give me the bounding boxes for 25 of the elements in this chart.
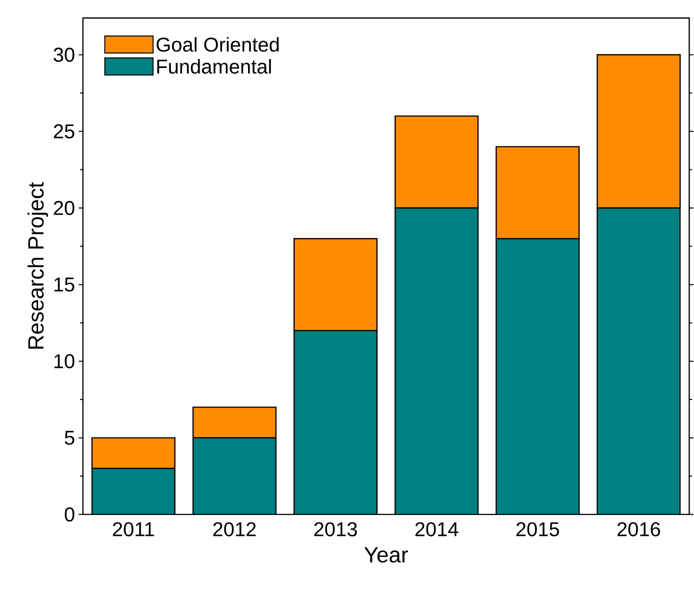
x-tick-label: 2012 bbox=[213, 522, 256, 536]
y-tick-label: 15 bbox=[54, 277, 74, 292]
x-tick-label: 2013 bbox=[314, 522, 357, 536]
y-tick-label: 30 bbox=[54, 48, 74, 62]
y-tick-label: 5 bbox=[64, 430, 74, 445]
bar bbox=[496, 238, 580, 514]
x-tick-label: 2016 bbox=[617, 522, 660, 536]
x-tick-label: 2015 bbox=[516, 522, 560, 536]
x-tick-label: 2011 bbox=[112, 522, 154, 536]
y-axis-title: Research Project bbox=[28, 182, 48, 349]
bar bbox=[294, 238, 378, 331]
x-tick-label: 2014 bbox=[415, 522, 458, 536]
bar bbox=[192, 406, 277, 438]
bar bbox=[294, 330, 377, 514]
y-tick-label: 20 bbox=[54, 200, 74, 215]
y-tick-label: 0 bbox=[64, 507, 74, 522]
legend-label: Goal Oriented bbox=[156, 36, 279, 52]
x-axis-title: Year bbox=[364, 547, 408, 562]
bar bbox=[92, 468, 175, 514]
bar bbox=[193, 438, 276, 514]
bar bbox=[395, 208, 478, 514]
bar bbox=[596, 207, 681, 514]
y-tick-label: 10 bbox=[54, 354, 74, 368]
y-tick-label: 25 bbox=[54, 124, 74, 138]
legend-label: Fundamental bbox=[157, 58, 271, 74]
